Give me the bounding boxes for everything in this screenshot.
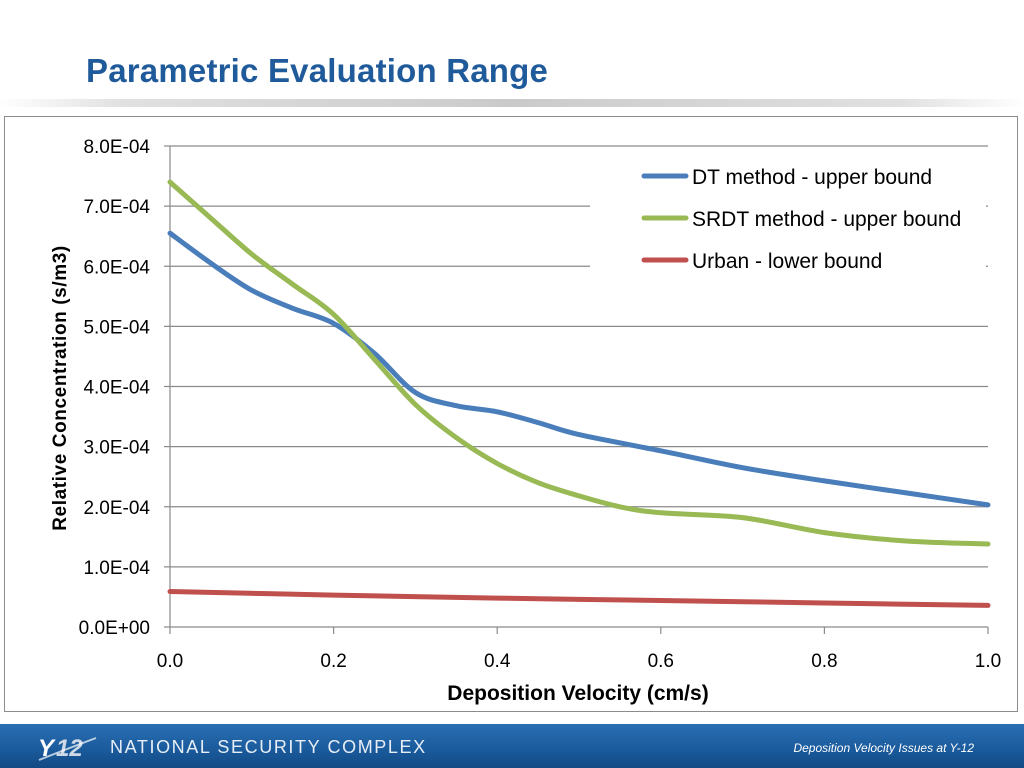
legend-label-3: Urban - lower bound bbox=[692, 250, 882, 273]
x-axis-label: Deposition Velocity (cm/s) bbox=[447, 682, 708, 705]
y-tick-label: 5.0E-04 bbox=[83, 317, 150, 338]
series-line-2 bbox=[167, 179, 991, 547]
y12-logo: Y 12 bbox=[38, 735, 97, 762]
y-tick-label: 0.0E+00 bbox=[79, 618, 150, 639]
footer-organization: NATIONAL SECURITY COMPLEX bbox=[110, 737, 427, 757]
series-line-1 bbox=[167, 230, 991, 508]
y-tick-label: 3.0E-04 bbox=[83, 438, 150, 459]
series-line-3 bbox=[167, 589, 991, 608]
y-tick-label: 2.0E-04 bbox=[83, 498, 150, 519]
legend-label-1: DT method - upper bound bbox=[692, 166, 932, 189]
legend-label-2: SRDT method - upper bound bbox=[692, 208, 961, 231]
footer-bar: Y 12 NATIONAL SECURITY COMPLEX Depositio… bbox=[0, 724, 1024, 768]
y-tick-label: 1.0E-04 bbox=[83, 558, 150, 579]
y-tick-label: 4.0E-04 bbox=[83, 378, 150, 399]
x-tick-label: 0.0 bbox=[157, 651, 183, 672]
x-tick-label: 0.8 bbox=[811, 651, 837, 672]
x-tick-label: 0.4 bbox=[484, 651, 511, 672]
legend-background bbox=[590, 150, 986, 274]
svg-text:Y: Y bbox=[38, 735, 56, 762]
series-layer bbox=[167, 179, 991, 608]
y-tick-label: 8.0E-04 bbox=[83, 137, 150, 158]
footer-caption: Deposition Velocity Issues at Y-12 bbox=[793, 741, 974, 755]
y-axis-label: Relative Concentration (s/m3) bbox=[50, 245, 71, 531]
title-divider bbox=[0, 99, 1024, 107]
y-tick-label: 6.0E-04 bbox=[83, 257, 150, 278]
axis-layer: 0.0E+00 1.0E-04 2.0E-04 3.0E-04 4.0E-04 5.0E-… bbox=[79, 137, 1002, 672]
legend: DT method - upper bound SRDT method - upp… bbox=[590, 150, 986, 274]
y-tick-label: 7.0E-04 bbox=[83, 197, 150, 218]
x-tick-label: 0.6 bbox=[648, 651, 674, 672]
slide-title: Parametric Evaluation Range bbox=[86, 52, 549, 89]
x-tick-label: 1.0 bbox=[975, 651, 1001, 672]
x-tick-label: 0.2 bbox=[320, 651, 346, 672]
